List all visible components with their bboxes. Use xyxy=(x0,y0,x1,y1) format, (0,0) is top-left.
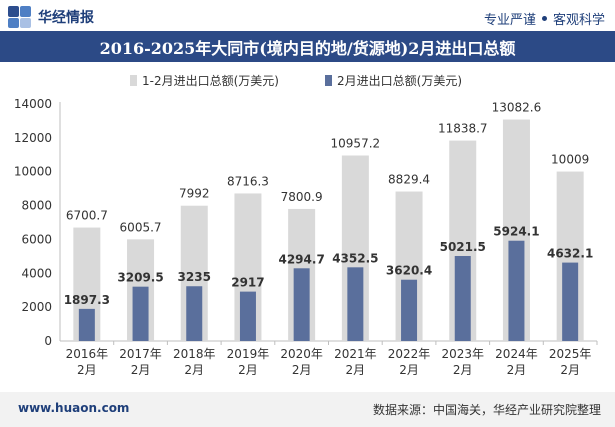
data-label-series-1: 6005.7 xyxy=(120,220,162,234)
brand-name: 华经情报 xyxy=(38,10,94,26)
y-tick-label: 6000 xyxy=(21,232,52,246)
slogan-left: 专业严谨 xyxy=(483,13,536,28)
data-label-series-1: 7800.9 xyxy=(281,190,323,204)
x-tick-label: 2019年 xyxy=(227,347,270,361)
legend-label-series-2: 2月进出口总额(万美元) xyxy=(337,74,462,88)
chart-title: 2016-2025年大同市(境内目的地/货源地)2月进出口总额 xyxy=(99,38,516,58)
bar-series-2 xyxy=(401,279,418,341)
y-tick-label: 12000 xyxy=(14,131,52,145)
title-bar: 2016-2025年大同市(境内目的地/货源地)2月进出口总额 xyxy=(0,31,615,62)
bar-series-2 xyxy=(347,267,364,341)
data-label-series-1: 8829.4 xyxy=(388,173,430,187)
x-tick-label: 2016年 xyxy=(66,347,109,361)
bar-series-2 xyxy=(562,262,579,341)
data-label-series-2: 2917 xyxy=(231,276,264,290)
data-label-series-1: 6700.7 xyxy=(66,209,108,223)
data-label-series-1: 8716.3 xyxy=(227,174,269,188)
x-tick-label-month: 2月 xyxy=(560,363,580,377)
data-label-series-2: 1897.3 xyxy=(64,293,110,307)
top-bar: 华经情报 专业严谨 客观科学 xyxy=(0,0,615,35)
x-tick-label: 2018年 xyxy=(173,347,216,361)
x-tick-label-month: 2月 xyxy=(238,363,258,377)
y-tick-label: 14000 xyxy=(14,97,52,111)
bar-series-2 xyxy=(132,286,149,341)
data-label-series-2: 3235 xyxy=(178,270,211,284)
bar-series-2 xyxy=(454,255,471,341)
x-tick-label: 2017年 xyxy=(119,347,162,361)
website-link[interactable]: www.huaon.com xyxy=(18,401,130,415)
x-tick-label: 2022年 xyxy=(388,347,431,361)
y-tick-label: 8000 xyxy=(21,199,52,213)
data-label-series-2: 4294.7 xyxy=(278,252,324,266)
y-tick-label: 4000 xyxy=(21,266,52,280)
data-label-series-2: 4352.5 xyxy=(332,251,378,265)
bar-series-2 xyxy=(508,240,525,341)
bar-chart: 0 2000 4000 6000 8000 10000 12000 14000 1-2月进出口总… xyxy=(14,74,598,377)
huajing-logo-icon xyxy=(8,6,32,28)
data-label-series-1: 13082.6 xyxy=(492,101,542,115)
footer: www.huaon.com 数据来源：中国海关，华经产业研究院整理 xyxy=(0,392,615,427)
data-label-series-1: 11838.7 xyxy=(438,122,488,136)
data-label-series-2: 5924.1 xyxy=(493,225,539,239)
legend-swatch-series-2 xyxy=(325,75,332,86)
brand: 华经情报 xyxy=(8,6,94,28)
data-label-series-1: 10009 xyxy=(551,153,589,167)
x-tick-label-month: 2月 xyxy=(346,363,366,377)
legend-label-series-1: 1-2月进出口总额(万美元) xyxy=(142,74,279,88)
slogan: 专业严谨 客观科学 xyxy=(484,9,605,28)
x-tick-label-month: 2月 xyxy=(507,363,527,377)
x-tick-label-month: 2月 xyxy=(453,363,473,377)
data-label-series-1: 7992 xyxy=(179,187,210,201)
bar-series-2 xyxy=(239,291,256,341)
x-tick-label-month: 2月 xyxy=(292,363,312,377)
x-tick-label: 2025年 xyxy=(549,347,592,361)
data-label-series-2: 5021.5 xyxy=(440,240,486,254)
y-tick-label: 10000 xyxy=(14,165,52,179)
legend-swatch-series-1 xyxy=(130,75,137,86)
bar-series-2 xyxy=(78,308,95,341)
data-label-series-2: 3620.4 xyxy=(386,264,432,278)
dot-separator-icon xyxy=(541,16,547,21)
x-tick-label: 2020年 xyxy=(280,347,323,361)
data-label-series-1: 10957.2 xyxy=(331,137,381,151)
data-label-series-2: 4632.1 xyxy=(547,247,593,261)
x-tick-label: 2023年 xyxy=(441,347,484,361)
x-tick-label-month: 2月 xyxy=(77,363,97,377)
x-tick-label: 2024年 xyxy=(495,347,538,361)
y-tick-label: 0 xyxy=(44,334,52,348)
slogan-right: 客观科学 xyxy=(552,13,605,28)
data-source: 数据来源：中国海关，华经产业研究院整理 xyxy=(372,403,601,417)
bar-series-2 xyxy=(186,286,203,341)
bar-series-2 xyxy=(293,268,310,341)
x-tick-label-month: 2月 xyxy=(399,363,419,377)
x-tick-label-month: 2月 xyxy=(131,363,151,377)
data-label-series-2: 3209.5 xyxy=(117,271,163,285)
x-tick-label: 2021年 xyxy=(334,347,377,361)
y-tick-label: 2000 xyxy=(21,300,52,314)
x-tick-label-month: 2月 xyxy=(184,363,204,377)
